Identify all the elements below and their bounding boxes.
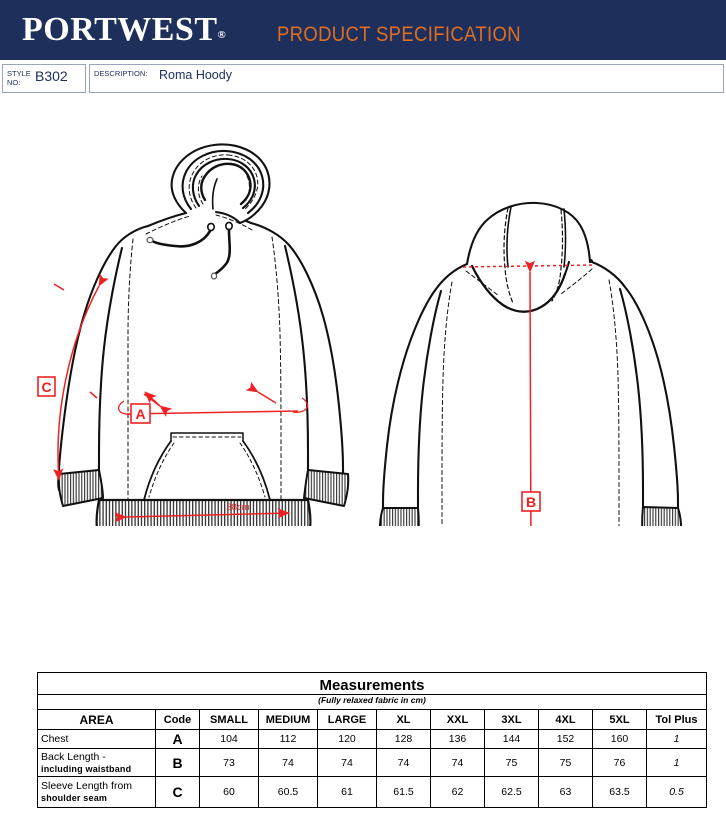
row-area-sleeve-length: Sleeve Length from shoulder seam <box>37 776 156 808</box>
row-code-chest: A <box>155 729 200 749</box>
column-header-tol-plus: Tol Plus <box>646 709 707 730</box>
column-header-large: LARGE <box>317 709 377 730</box>
cell-chest-large: 120 <box>317 729 377 749</box>
cell-sleeve-small: 60 <box>199 776 259 808</box>
measurements-title: Measurements <box>37 672 707 695</box>
callout-box-c <box>37 376 56 397</box>
column-header-small: SMALL <box>199 709 259 730</box>
callout-box-a <box>130 403 151 424</box>
callout-label-a: A <box>135 406 145 422</box>
cell-sleeve-tol: 0.5 <box>646 776 707 808</box>
column-header-code: Code <box>155 709 200 730</box>
style-no-value: B302 <box>35 68 68 84</box>
cell-sleeve-3xl: 62.5 <box>484 776 539 808</box>
cell-back-large: 74 <box>317 748 377 777</box>
column-header-xl: XL <box>376 709 431 730</box>
callout-label-b: B <box>526 494 536 510</box>
callout-box-b <box>521 491 541 512</box>
pocket-width-label: 38cm <box>226 502 249 513</box>
column-header-medium: MEDIUM <box>258 709 318 730</box>
callout-label-c: C <box>41 379 51 395</box>
header-banner <box>0 0 726 60</box>
table-row: Sleeve Length from shoulder seam C 60 60.… <box>37 776 707 808</box>
measurement-line-c <box>53 273 109 481</box>
cell-back-small: 73 <box>199 748 259 777</box>
cell-sleeve-4xl: 63 <box>538 776 593 808</box>
description-value: Roma Hoody <box>159 68 232 82</box>
cell-back-4xl: 75 <box>538 748 593 777</box>
column-header-3xl: 3XL <box>484 709 539 730</box>
page-title: PRODUCT SPECIFICATION <box>277 23 521 46</box>
column-header-4xl: 4XL <box>538 709 593 730</box>
measurement-line-pocket <box>114 508 290 523</box>
style-no-label: STYLE NO: <box>7 69 31 87</box>
cell-sleeve-medium: 60.5 <box>258 776 318 808</box>
style-no-field: STYLE NO: B302 <box>2 64 86 93</box>
cell-chest-4xl: 152 <box>538 729 593 749</box>
brand-wordmark-text: PORTWEST <box>22 11 218 48</box>
table-title-row: Measurements <box>37 672 707 695</box>
cell-back-xxl: 74 <box>430 748 485 777</box>
measurement-line-a <box>126 410 299 415</box>
cell-chest-5xl: 160 <box>592 729 647 749</box>
cell-sleeve-5xl: 63.5 <box>592 776 647 808</box>
measurement-line-b <box>524 260 537 526</box>
table-header-row: AREA Code SMALL MEDIUM LARGE XL XXL 3XL … <box>37 709 707 730</box>
cell-back-medium: 74 <box>258 748 318 777</box>
cell-chest-xxl: 136 <box>430 729 485 749</box>
cell-back-3xl: 75 <box>484 748 539 777</box>
hoody-back-technical-drawing <box>379 201 682 526</box>
technical-drawing-area: C A 38cm B <box>0 96 726 526</box>
column-header-5xl: 5XL <box>592 709 647 730</box>
cell-chest-xl: 128 <box>376 729 431 749</box>
cell-back-5xl: 76 <box>592 748 647 777</box>
column-header-xxl: XXL <box>430 709 485 730</box>
cell-chest-3xl: 144 <box>484 729 539 749</box>
measurements-table: Measurements (Fully relaxed fabric in cm… <box>37 672 707 808</box>
row-code-back-length: B <box>155 748 200 777</box>
cell-back-tol: 1 <box>646 748 707 777</box>
cell-sleeve-xl: 61.5 <box>376 776 431 808</box>
cell-chest-tol: 1 <box>646 729 707 749</box>
cell-chest-medium: 112 <box>258 729 318 749</box>
measurements-subtitle: (Fully relaxed fabric in cm) <box>37 694 707 710</box>
description-field: DESCRIPTION: Roma Hoody <box>89 64 724 93</box>
cell-back-xl: 74 <box>376 748 431 777</box>
table-row: Back Length - including waistband B 73 74… <box>37 748 707 777</box>
registered-trademark-icon: ® <box>217 29 226 41</box>
cell-chest-small: 104 <box>199 729 259 749</box>
description-label: DESCRIPTION: <box>94 69 148 78</box>
hood-base-reference-line <box>462 264 596 268</box>
cell-sleeve-large: 61 <box>317 776 377 808</box>
row-code-sleeve-length: C <box>155 776 200 808</box>
hoody-front-technical-drawing <box>57 143 350 526</box>
row-area-chest: Chest <box>37 729 156 749</box>
table-row: Chest A 104 112 120 128 136 144 152 160 … <box>37 729 707 749</box>
portwest-logo: PORTWEST® <box>22 13 226 52</box>
measurement-annotations: C A 38cm B <box>37 260 596 526</box>
row-area-back-length: Back Length - including waistband <box>37 748 156 777</box>
column-header-area: AREA <box>37 709 156 730</box>
table-subtitle-row: (Fully relaxed fabric in cm) <box>37 694 707 710</box>
cell-sleeve-xxl: 62 <box>430 776 485 808</box>
